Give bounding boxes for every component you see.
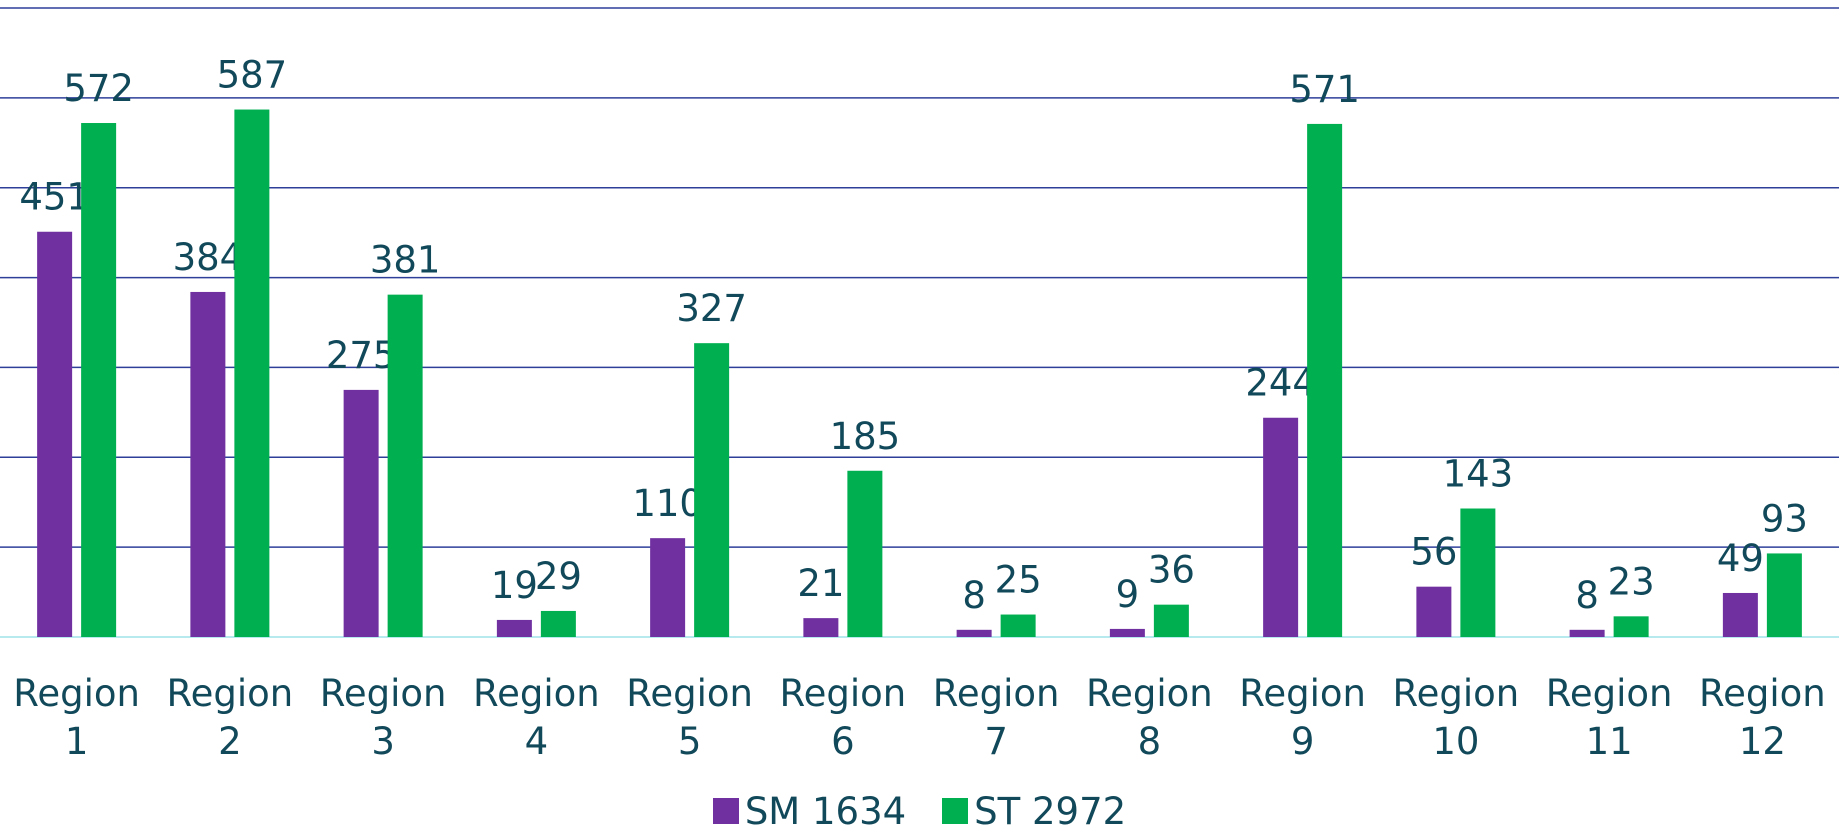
data-label: 587 [217,54,288,97]
bar [1416,586,1452,637]
data-label: 451 [19,176,90,219]
bar [1109,628,1145,637]
bar [1569,629,1605,637]
data-label: 21 [797,562,844,605]
bar [1766,553,1802,637]
data-label: 571 [1289,68,1360,111]
data-label: 275 [326,334,397,377]
legend-label: SM 1634 [744,790,907,833]
bar [81,123,117,637]
x-tick-label: Region 6 [779,672,907,763]
legend-label: ST 2972 [974,790,1127,833]
data-label: 185 [830,415,901,458]
data-label: 143 [1443,453,1514,496]
data-label: 572 [63,67,134,110]
x-tick-label: Region 5 [626,672,753,763]
bar [1460,508,1496,637]
data-label: 93 [1761,497,1808,540]
bar [1000,614,1036,637]
bar [387,294,423,637]
x-tick-label: Region 1 [13,672,140,763]
data-label: 49 [1717,537,1764,580]
legend-item: ST 2972 [942,790,1126,833]
data-label: 9 [1116,573,1140,616]
data-label: 8 [1575,574,1599,617]
x-tick-label: Region 9 [1239,672,1366,763]
bar [803,618,839,637]
x-tick-label: Region 10 [1392,672,1520,763]
bar [650,538,686,637]
data-label: 29 [535,555,582,598]
data-label: 110 [632,482,703,525]
bar [694,343,730,637]
x-tick-label: Region 4 [473,672,600,763]
data-label: 384 [173,236,244,279]
legend-item: SM 1634 [712,790,907,833]
data-label: 327 [676,287,747,330]
bar [956,629,992,637]
bar [1613,616,1649,637]
data-label: 23 [1608,560,1655,603]
bar [847,470,883,637]
bar [1153,604,1189,637]
data-label: 25 [995,559,1042,602]
x-tick-label: Region 7 [932,672,1060,763]
bar [496,619,532,637]
x-tick-label: Region 3 [319,672,447,763]
bar [1722,592,1758,637]
bar [540,610,576,637]
legend-swatch [942,798,969,824]
data-label: 244 [1245,362,1316,405]
data-label: 56 [1410,531,1457,574]
data-label: 19 [491,564,538,607]
bar [190,291,226,637]
data-label: 381 [370,239,441,282]
data-label: 8 [962,574,986,617]
bar [1263,417,1299,637]
data-label: 36 [1148,549,1195,592]
bar [343,389,379,637]
x-tick-label: Region 12 [1699,672,1826,763]
bar [234,109,270,637]
x-tick-label: Region 8 [1086,672,1213,763]
x-tick-label: Region 2 [166,672,294,763]
legend-swatch [712,798,739,824]
x-tick-label: Region 11 [1545,672,1673,763]
bar [1307,123,1343,637]
legend: SM 1634 ST 2972 [0,790,1839,833]
bar [37,231,73,637]
